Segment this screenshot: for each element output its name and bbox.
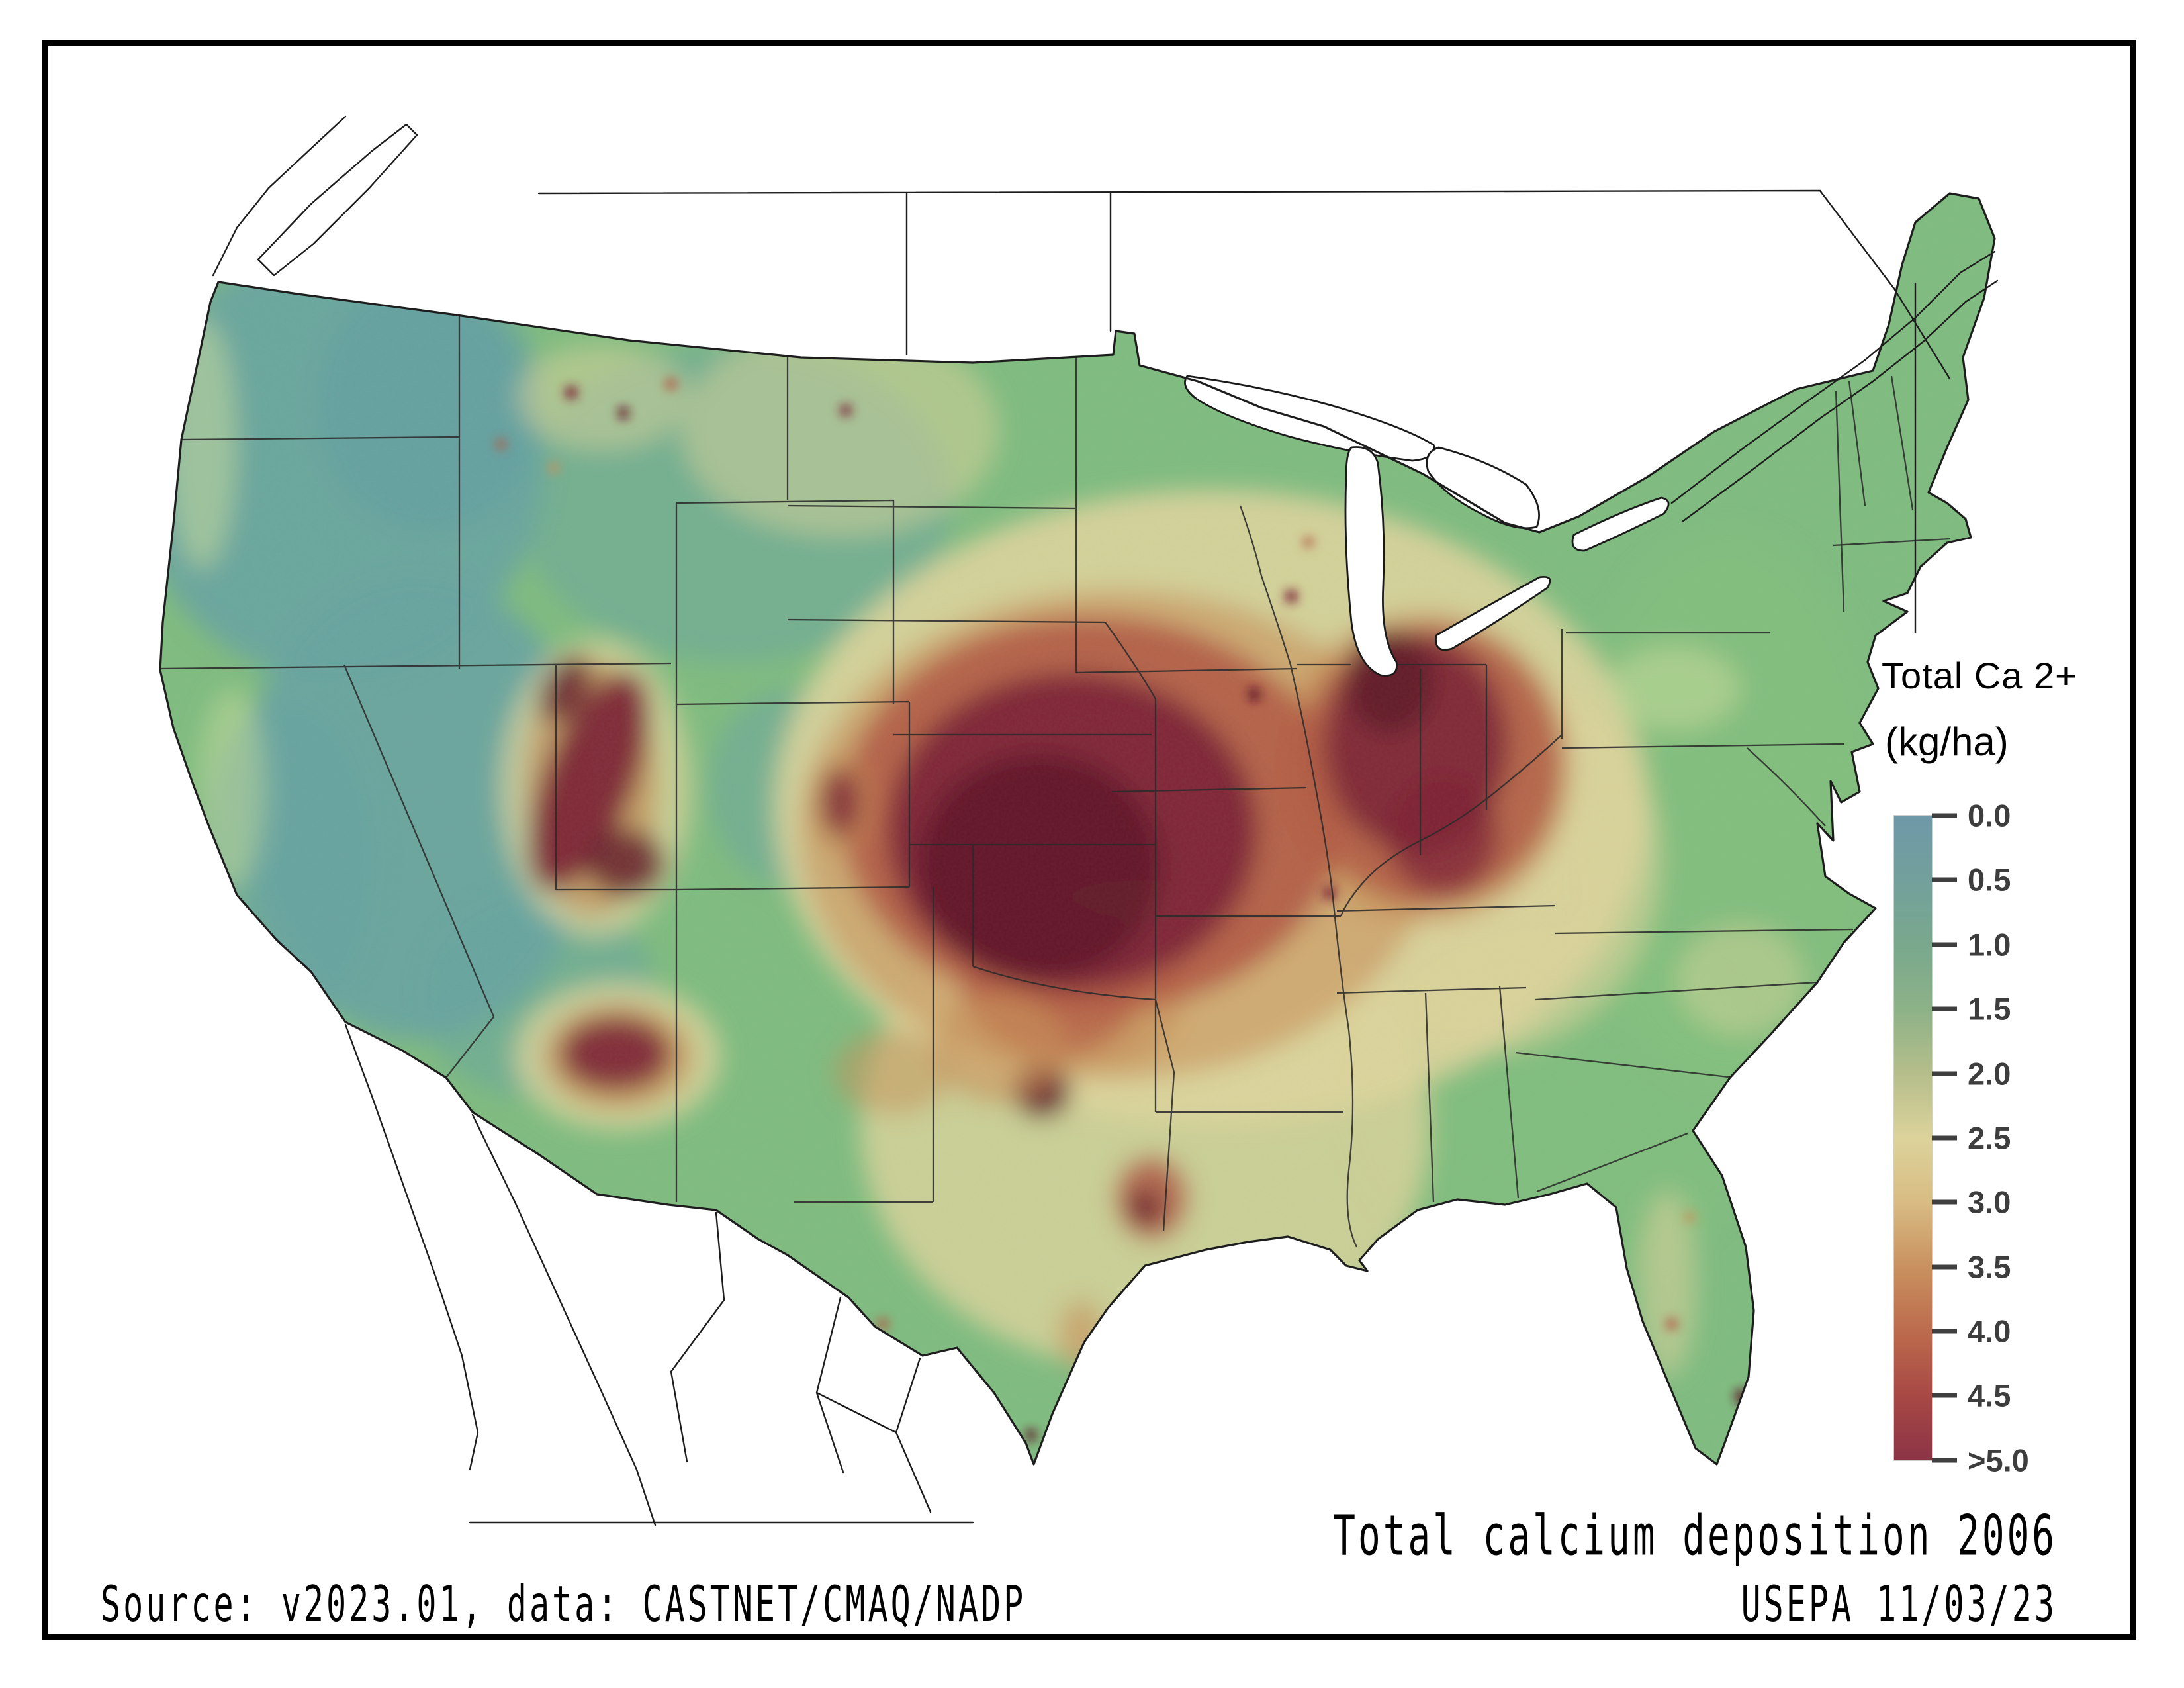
tick-4.0: 4.0 (1932, 1313, 2011, 1350)
vancouver-island (257, 123, 418, 277)
tick-1.0: 1.0 (1932, 927, 2011, 963)
us-outline (159, 192, 1996, 1466)
map-caption: Total calcium deposition 2006 (1333, 1504, 2057, 1569)
tick-mark (1932, 1264, 1957, 1270)
tick-mark (1932, 1393, 1957, 1398)
tick-gt5.0: >5.0 (1932, 1442, 2029, 1479)
lake-ontario (1571, 496, 1670, 552)
tick-mark (1932, 813, 1957, 818)
tick-mark (1932, 1135, 1957, 1141)
source-attribution: Source: v2023.01, data: CASTNET/CMAQ/NAD… (101, 1575, 1026, 1633)
colorbar-ticks: 0.0 0.5 1.0 1.5 2.0 2.5 3.0 3.5 4.0 4.5 … (1932, 798, 2104, 1478)
colorbar (1893, 815, 1933, 1461)
raster-noise-overlay (160, 193, 1995, 1464)
canada-outline (212, 115, 1999, 634)
tick-4.5: 4.5 (1932, 1378, 2011, 1414)
mexico-outline (344, 1023, 974, 1526)
tick-mark (1932, 877, 1957, 882)
agency-date-stamp: USEPA 11/03/23 (1741, 1575, 2057, 1633)
tick-mark (1932, 942, 1957, 947)
tick-mark (1932, 1199, 1957, 1205)
conus-deposition-map (159, 115, 1999, 1526)
lake-superior (1184, 375, 1435, 462)
tick-mark (1932, 1329, 1957, 1334)
tick-3.0: 3.0 (1932, 1184, 2011, 1221)
tick-1.5: 1.5 (1932, 991, 2011, 1027)
tick-mark (1932, 1458, 1957, 1463)
tick-3.5: 3.5 (1932, 1249, 2011, 1286)
lake-michigan (1344, 446, 1398, 677)
tick-2.0: 2.0 (1932, 1056, 2011, 1092)
tick-mark (1932, 1071, 1957, 1076)
legend-title: Total Ca 2+ (1882, 655, 2077, 696)
tick-0.0: 0.0 (1932, 798, 2011, 834)
tick-0.5: 0.5 (1932, 862, 2011, 898)
tick-2.5: 2.5 (1932, 1120, 2011, 1156)
great-lakes (1184, 375, 1670, 677)
legend-units: (kg/ha) (1885, 720, 2009, 764)
lake-erie (1435, 575, 1551, 651)
tick-mark (1932, 1006, 1957, 1011)
deposition-field (160, 193, 1995, 1464)
state-boundaries (160, 312, 1950, 1248)
